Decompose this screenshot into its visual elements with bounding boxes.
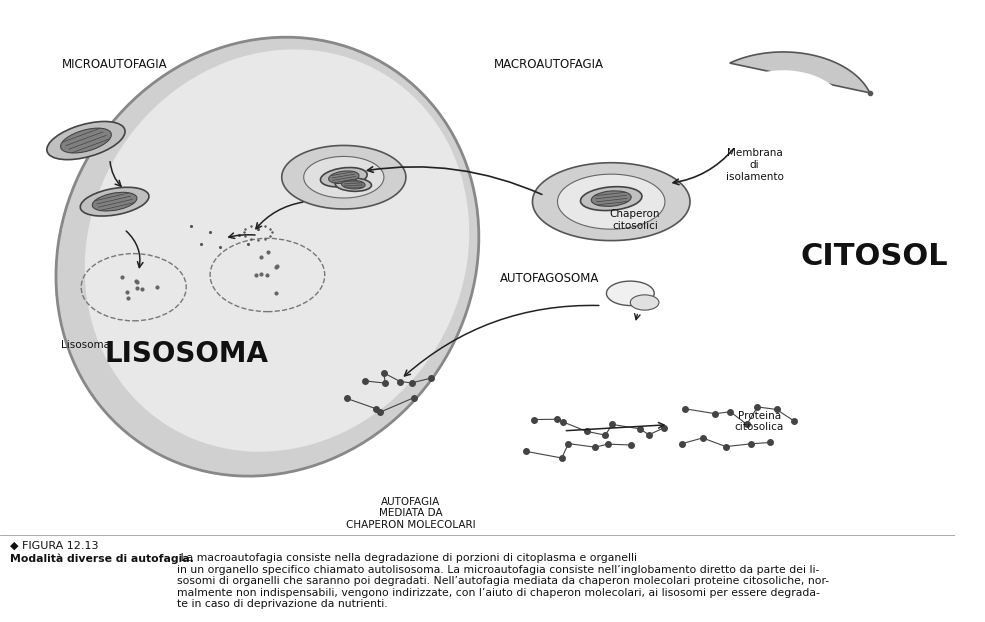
Polygon shape <box>730 52 870 93</box>
Text: ◆ FIGURA 12.13: ◆ FIGURA 12.13 <box>10 541 98 551</box>
Ellipse shape <box>329 171 359 183</box>
Text: Proteina
citosolica: Proteina citosolica <box>735 411 784 432</box>
Text: Lisosoma: Lisosoma <box>61 340 110 350</box>
Ellipse shape <box>320 167 367 187</box>
Ellipse shape <box>85 49 469 452</box>
Ellipse shape <box>580 187 642 211</box>
Text: Membrana
di
isolamento: Membrana di isolamento <box>726 149 783 182</box>
Ellipse shape <box>607 281 654 305</box>
Polygon shape <box>558 174 665 229</box>
Polygon shape <box>282 146 406 209</box>
Text: LISOSOMA: LISOSOMA <box>104 340 268 368</box>
Polygon shape <box>747 70 842 98</box>
Ellipse shape <box>342 180 365 189</box>
Text: La macroautofagia consiste nella degradazione di porzioni di citoplasma e organe: La macroautofagia consiste nella degrada… <box>176 553 828 610</box>
Text: Chaperon
citosolici: Chaperon citosolici <box>610 209 660 231</box>
Polygon shape <box>533 163 690 241</box>
Ellipse shape <box>93 192 137 211</box>
Ellipse shape <box>60 128 111 153</box>
Text: Modalità diverse di autofagia.: Modalità diverse di autofagia. <box>10 553 193 564</box>
Ellipse shape <box>80 187 149 216</box>
Text: AUTOFAGOSOMA: AUTOFAGOSOMA <box>499 272 599 284</box>
Polygon shape <box>303 157 384 198</box>
Ellipse shape <box>47 121 125 160</box>
Ellipse shape <box>335 178 371 192</box>
Ellipse shape <box>56 37 479 476</box>
Text: CITOSOL: CITOSOL <box>800 242 948 271</box>
Text: AUTOFAGIA
MEDIATA DA
CHAPERON MOLECOLARI: AUTOFAGIA MEDIATA DA CHAPERON MOLECOLARI <box>346 497 476 530</box>
Text: MICROAUTOFAGIA: MICROAUTOFAGIA <box>62 58 167 71</box>
Text: MACROAUTOFAGIA: MACROAUTOFAGIA <box>494 58 604 71</box>
Ellipse shape <box>630 295 659 310</box>
Ellipse shape <box>591 191 631 207</box>
